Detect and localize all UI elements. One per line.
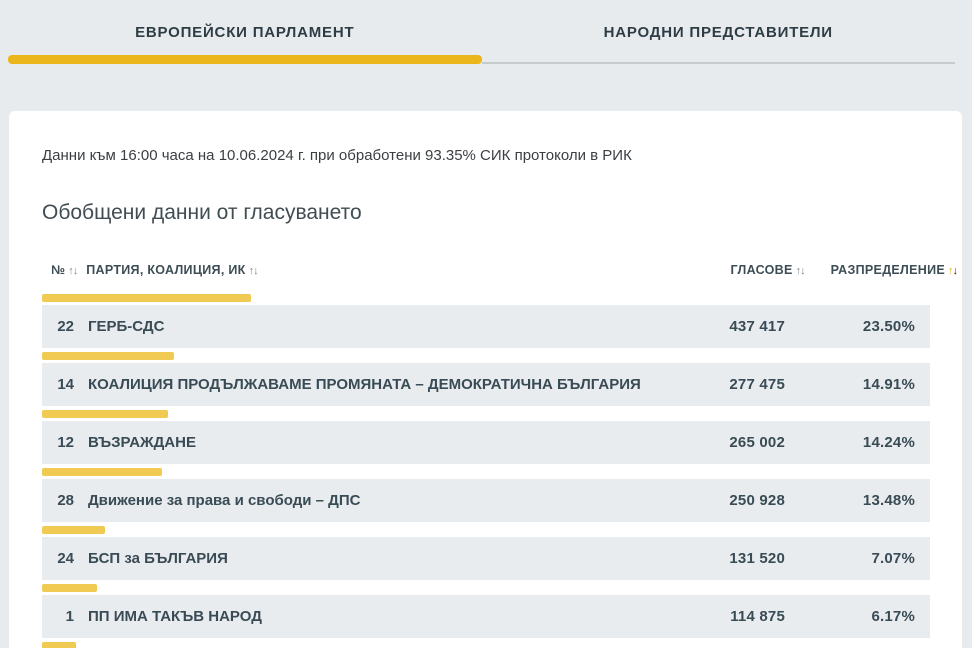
table-row: 1 ПП ИМА ТАКЪВ НАРОД 114 875 6.17%: [42, 595, 930, 638]
results-table: № ↑↓ ПАРТИЯ, КОАЛИЦИЯ, ИК ↑↓ ГЛАСОВЕ ↑↓ РАЗ…: [42, 263, 958, 648]
share-bar: [42, 526, 105, 534]
party-number: 28: [57, 492, 74, 509]
party-number: 12: [57, 434, 74, 451]
table-row: 12 ВЪЗРАЖДАНЕ 265 002 14.24%: [42, 421, 930, 464]
party-name: КОАЛИЦИЯ ПРОДЪЛЖАВАМЕ ПРОМЯНАТА – ДЕМОКР…: [88, 376, 641, 393]
column-header-number[interactable]: № ↑↓: [51, 263, 78, 277]
inactive-tab-indicator: [481, 62, 955, 64]
party-name: Движение за права и свободи – ДПС: [88, 492, 361, 509]
votes-value: 131 520: [729, 550, 785, 567]
share-bar: [42, 584, 97, 592]
party-name: ВЪЗРАЖДАНЕ: [88, 434, 196, 451]
tab-label: ЕВРОПЕЙСКИ ПАРЛАМЕНТ: [135, 24, 355, 41]
party-number: 22: [57, 318, 74, 335]
share-bar: [42, 410, 169, 418]
tab-bar: ЕВРОПЕЙСКИ ПАРЛАМЕНТ НАРОДНИ ПРЕДСТАВИТЕ…: [8, 0, 955, 64]
votes-value: 265 002: [729, 434, 785, 451]
share-value: 7.07%: [871, 550, 915, 567]
column-label: ПАРТИЯ, КОАЛИЦИЯ, ИК: [86, 263, 246, 277]
tab-national-representatives[interactable]: НАРОДНИ ПРЕДСТАВИТЕЛИ: [481, 0, 955, 64]
share-value: 23.50%: [862, 318, 915, 335]
sort-icon: ↑↓: [68, 265, 78, 277]
table-row: 28 Движение за права и свободи – ДПС 250…: [42, 479, 930, 522]
column-header-share[interactable]: РАЗПРЕДЕЛЕНИЕ ↑↓: [830, 263, 958, 277]
share-bar: [42, 294, 251, 302]
table-row: 14 КОАЛИЦИЯ ПРОДЪЛЖАВАМЕ ПРОМЯНАТА – ДЕМ…: [42, 363, 930, 406]
table-body: 22 ГЕРБ-СДС 437 417 23.50% 14 КОАЛИЦИЯ П…: [42, 294, 930, 648]
tab-european-parliament[interactable]: ЕВРОПЕЙСКИ ПАРЛАМЕНТ: [8, 0, 482, 64]
share-value: 14.91%: [862, 376, 915, 393]
table-header: № ↑↓ ПАРТИЯ, КОАЛИЦИЯ, ИК ↑↓ ГЛАСОВЕ ↑↓ РАЗ…: [42, 263, 958, 277]
share-bar: [42, 352, 175, 360]
column-label: ГЛАСОВЕ: [730, 263, 793, 277]
table-row: 22 ГЕРБ-СДС 437 417 23.50%: [42, 305, 930, 348]
share-bar-partial: [42, 642, 76, 648]
party-name: ГЕРБ-СДС: [88, 318, 165, 335]
column-label: РАЗПРЕДЕЛЕНИЕ: [830, 263, 945, 277]
share-bar: [42, 468, 162, 476]
sort-icon-active: ↑↓: [948, 265, 958, 277]
party-name: ПП ИМА ТАКЪВ НАРОД: [88, 608, 262, 625]
party-number: 1: [65, 608, 74, 625]
share-value: 14.24%: [862, 434, 915, 451]
active-tab-indicator: [8, 55, 482, 64]
tab-label: НАРОДНИ ПРЕДСТАВИТЕЛИ: [603, 24, 833, 41]
column-header-party[interactable]: ПАРТИЯ, КОАЛИЦИЯ, ИК ↑↓: [86, 263, 259, 277]
votes-value: 250 928: [729, 492, 785, 509]
column-label: №: [51, 263, 66, 277]
share-value: 6.17%: [871, 608, 915, 625]
sort-icon: ↑↓: [795, 265, 806, 277]
party-name: БСП за БЪЛГАРИЯ: [88, 550, 228, 567]
section-title: Обобщени данни от гласуването: [42, 201, 362, 224]
votes-value: 437 417: [729, 318, 785, 335]
sort-icon: ↑↓: [248, 265, 259, 277]
votes-value: 114 875: [730, 608, 785, 625]
votes-value: 277 475: [729, 376, 785, 393]
table-row: 24 БСП за БЪЛГАРИЯ 131 520 7.07%: [42, 537, 930, 580]
data-status-line: Данни към 16:00 часа на 10.06.2024 г. пр…: [42, 147, 632, 164]
party-number: 24: [57, 550, 74, 567]
results-card: Данни към 16:00 часа на 10.06.2024 г. пр…: [9, 111, 962, 648]
share-value: 13.48%: [862, 492, 915, 509]
party-number: 14: [57, 376, 74, 393]
column-header-votes[interactable]: ГЛАСОВЕ ↑↓: [730, 263, 806, 277]
